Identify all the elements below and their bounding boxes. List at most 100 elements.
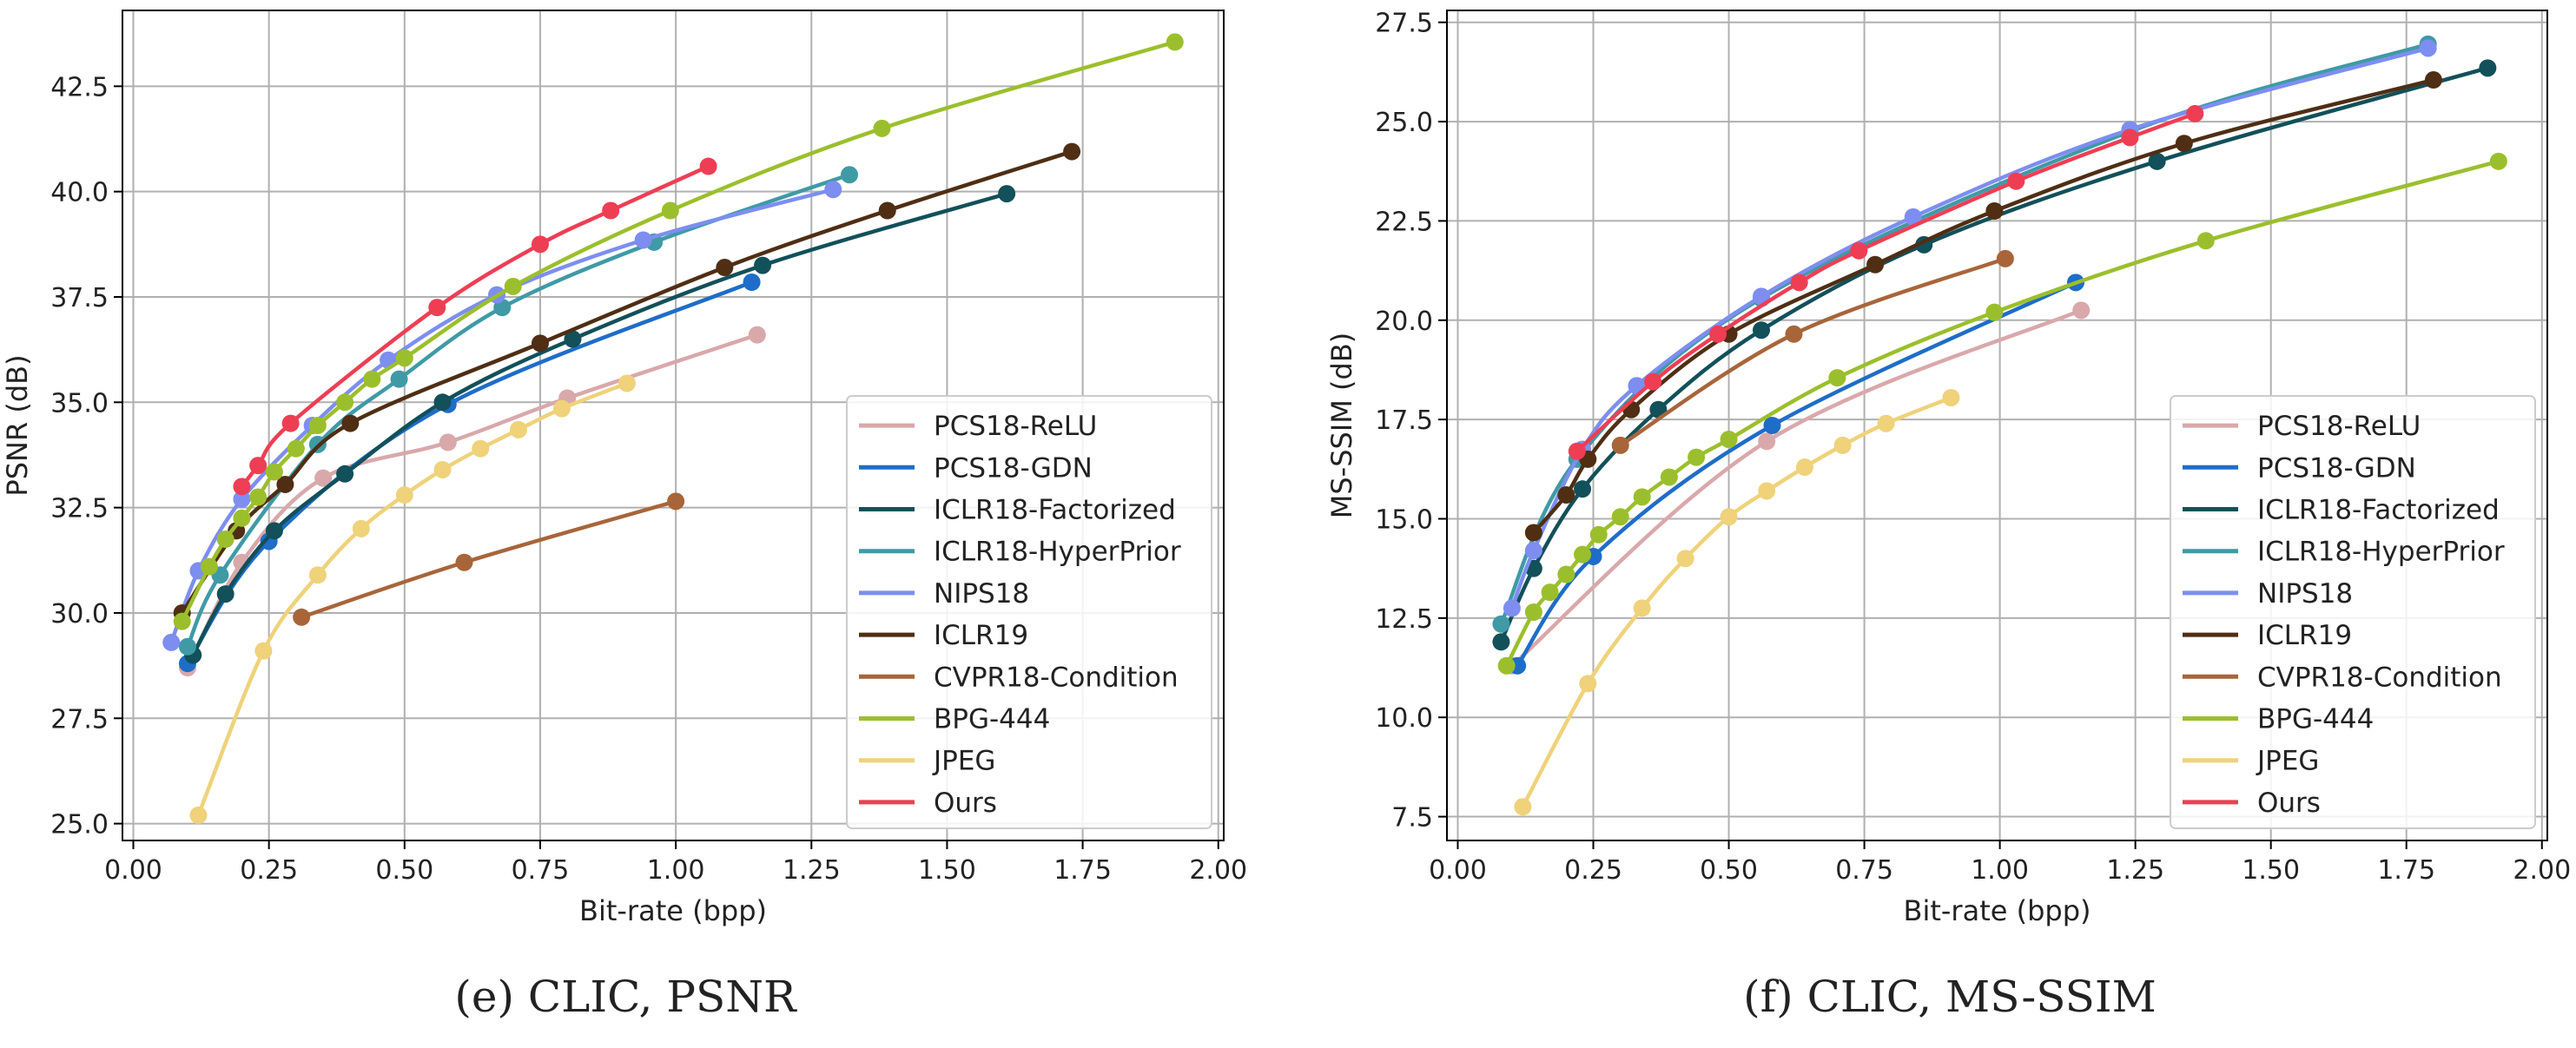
y-tick-label: 37.5 [50,283,109,313]
data-point [2148,152,2166,170]
legend-box [2170,395,2536,829]
legend-item: NIPS18 [2183,578,2353,610]
legend-item: PCS18-ReLU [859,411,1097,442]
series-line [1499,42,2430,626]
data-point [873,119,891,137]
data-point [1720,431,1738,449]
legend-label: PCS18-GDN [2257,452,2416,484]
data-point [1611,508,1629,526]
data-point [754,256,772,274]
data-point [200,557,218,576]
data-point [1633,599,1651,617]
x-tick-label: 0.75 [1835,855,1893,886]
y-tick-label: 10.0 [1375,703,1433,734]
data-point [249,457,268,475]
series-iclr18-factorized [184,185,1016,664]
data-point [1758,482,1776,500]
data-point [428,299,446,317]
x-axis-label: Bit-rate (bpp) [579,894,767,927]
legend-item: ICLR18-HyperPrior [2183,537,2505,568]
data-point [1996,249,2014,267]
x-tick-label: 0.00 [1429,855,1487,886]
data-point [1866,255,1885,274]
plot-area [162,33,1184,824]
legend-item: PCS18-GDN [2183,452,2416,484]
x-tick-label: 1.50 [918,855,976,886]
data-point [1942,388,1960,406]
series-bpg-444 [173,33,1184,630]
data-point [2419,39,2437,57]
series-jpeg [1514,388,1960,816]
legend-label: ICLR18-Factorized [934,495,1176,526]
x-tick-label: 1.00 [647,855,705,886]
x-tick-label: 1.25 [783,855,841,886]
data-point [2424,71,2442,89]
data-point [667,492,685,511]
data-point [661,201,679,220]
data-point [390,370,408,388]
series-line [299,499,678,620]
legend-item: JPEG [859,746,995,777]
data-point [1568,442,1586,460]
data-point [1579,675,1597,693]
data-point [2196,232,2215,250]
data-point [363,370,381,388]
plot-area [1492,35,2507,816]
data-point [395,486,413,504]
data-point [265,463,283,481]
data-point [1524,542,1542,560]
legend-item: JPEG [2183,746,2319,777]
legend-label: CVPR18-Condition [934,662,1179,693]
data-point [2489,152,2507,170]
data-point [1828,369,1846,387]
data-point [2175,135,2193,153]
data-point [1063,142,1081,161]
data-point [233,478,251,496]
data-point [1795,458,1813,477]
x-tick-label: 1.00 [1971,855,2029,886]
data-point [265,522,283,540]
data-point [618,374,636,392]
data-point [1850,241,1868,260]
y-axis-label: PSNR (dB) [1,354,34,496]
y-tick-label: 15.0 [1375,504,1433,535]
legend-item: Ours [2183,788,2321,819]
data-point [1985,303,2004,321]
legend-item: BPG-444 [2183,704,2374,735]
data-point [1709,325,1727,343]
data-point [1676,550,1694,568]
series-line [1499,66,2490,644]
data-point [178,637,196,656]
legend-label: ICLR18-Factorized [2257,495,2500,526]
data-point [552,399,571,418]
legend-item: ICLR18-HyperPrior [859,537,1181,568]
legend-item: BPG-444 [859,704,1050,735]
data-point [1541,583,1559,602]
data-point [287,439,305,458]
series-line [1515,280,2078,668]
data-point [254,642,273,660]
data-point [281,414,300,432]
y-tick-label: 7.5 [1391,803,1433,834]
legend-label: ICLR18-HyperPrior [2257,537,2505,568]
data-point [249,488,268,506]
data-point [1904,208,1922,226]
data-point [2007,172,2025,190]
legend-label: Ours [2257,788,2321,819]
series-line [1509,308,2084,668]
data-point [564,330,582,348]
legend-label: Ours [934,788,997,819]
data-point [1622,400,1641,419]
data-point [699,157,717,175]
data-point [1557,565,1575,583]
legend-item: ICLR19 [2183,620,2352,651]
data-point [472,439,490,458]
series-line [196,381,630,818]
data-point [1644,372,1662,391]
data-point [162,633,181,651]
data-point [433,393,452,412]
legend-item: PCS18-GDN [859,452,1093,484]
y-tick-label: 22.5 [1375,207,1433,237]
y-tick-label: 20.0 [1375,306,1433,337]
